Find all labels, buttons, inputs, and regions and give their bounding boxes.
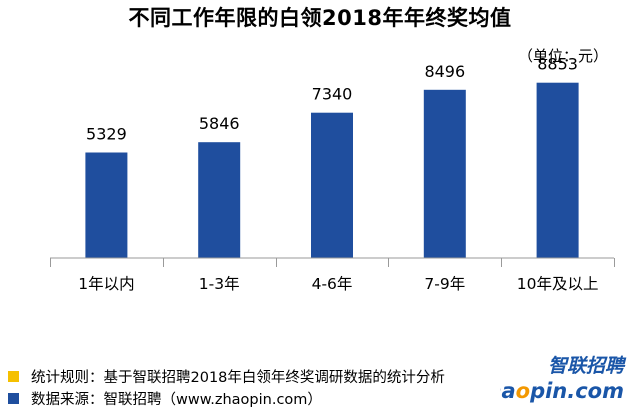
category-label-3: 7-9年 [424, 275, 465, 293]
data-label-1: 5846 [199, 114, 240, 133]
category-label-1: 1-3年 [199, 275, 240, 293]
category-label-4: 10年及以上 [517, 275, 599, 293]
svg-text:智联招聘: 智联招聘 [548, 355, 627, 377]
bar-4 [536, 82, 579, 258]
bars-layer [85, 82, 579, 258]
footer-note-rule: 统计规则：基于智联招聘2018年白领年终奖调研数据的统计分析 [8, 366, 445, 386]
chart-title: 不同工作年限的白领2018年年终奖均值 [128, 6, 512, 30]
bar-1 [198, 142, 241, 258]
data-label-2: 7340 [312, 85, 353, 104]
blue-square-icon [8, 392, 19, 404]
bar-3 [423, 89, 466, 258]
data-label-4: 8853 [537, 55, 578, 74]
zhaopin-logo: 智联招聘 zhaopin.com [500, 355, 627, 403]
svg-text:zhaopin.com: zhaopin.com [500, 379, 624, 403]
category-label-2: 4-6年 [312, 275, 353, 293]
footer-note-source: 数据来源：智联招聘（www.zhaopin.com） [8, 388, 322, 408]
footer-note-rule-text: 统计规则：基于智联招聘2018年白领年终奖调研数据的统计分析 [31, 369, 445, 386]
data-label-0: 5329 [86, 125, 127, 144]
yellow-square-icon [8, 370, 19, 382]
unit-label: （单位：元） [517, 47, 608, 65]
data-label-3: 8496 [424, 62, 465, 81]
category-label-0: 1年以内 [78, 275, 134, 293]
footer-note-source-text: 数据来源：智联招聘（www.zhaopin.com） [31, 391, 322, 408]
bar-2 [311, 112, 353, 258]
axis-layer [50, 257, 615, 267]
labels-layer: 5329 1年以内 5846 1-3年 7340 4-6年 8496 7-9年 8853 10年及… [78, 55, 598, 293]
bar-0 [85, 152, 128, 258]
